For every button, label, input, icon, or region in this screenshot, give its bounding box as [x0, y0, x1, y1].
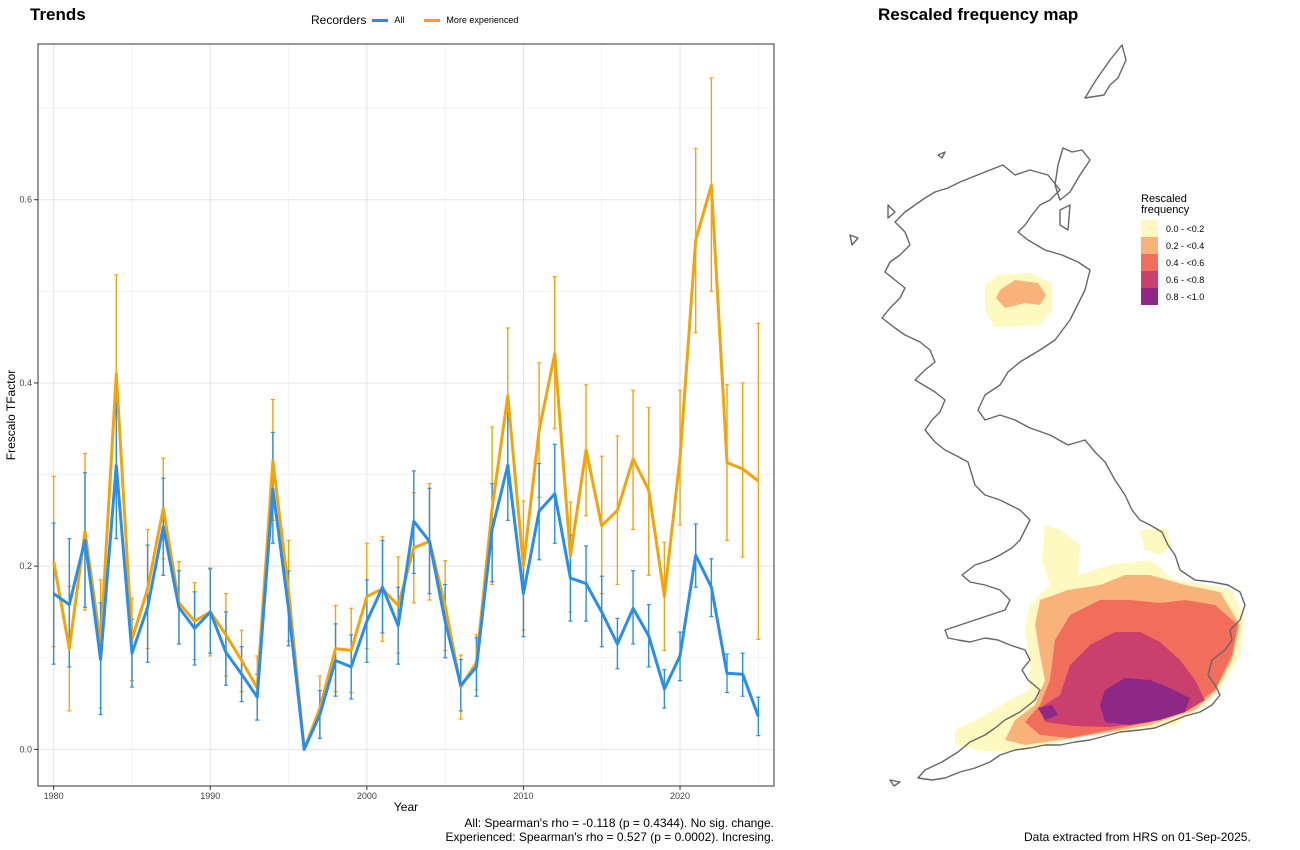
chart-grid [38, 44, 774, 786]
y-axis-title: Frescalo TFactor [4, 370, 18, 460]
chart-legend: Recorders All More experienced [311, 13, 518, 27]
x-tick-label: 2010 [513, 791, 533, 801]
series-more-experienced [51, 77, 761, 739]
map-legend-row: 0.0 - <0.2 [1141, 220, 1204, 237]
y-tick-label: 0.6 [19, 195, 32, 205]
x-tick-label: 1990 [200, 791, 220, 801]
south-west-fringe [955, 712, 1005, 748]
series-line-more-experienced [52, 183, 760, 751]
map-legend-label: 0.6 - <0.8 [1166, 274, 1205, 285]
x-tick-label: 1980 [44, 791, 64, 801]
x-axis-title: Year [394, 800, 418, 814]
legend-swatch-all [372, 18, 389, 22]
map-legend-row: 0.4 - <0.6 [1141, 254, 1204, 271]
chart-series [51, 77, 761, 751]
map-legend-swatch [1141, 271, 1158, 288]
plot-panel-border [37, 43, 775, 787]
y-tick-label: 0.2 [19, 561, 32, 571]
map-legend-label: 0.0 - <0.2 [1166, 223, 1205, 234]
map-legend-label: 0.4 - <0.6 [1166, 257, 1205, 268]
map-legend-label: 0.2 - <0.4 [1166, 240, 1205, 251]
legend-label-experienced: More experienced [446, 15, 519, 25]
legend-swatch-experienced [424, 18, 441, 22]
x-tick-label: 2020 [670, 791, 690, 801]
map-legend-row: 0.6 - <0.8 [1141, 271, 1204, 288]
east-anglia-fringe [1140, 528, 1172, 555]
map-legend-title-line1: Rescaled [1141, 193, 1187, 205]
x-tick-label: 2000 [357, 791, 377, 801]
trend-chart: 1980 1990 2000 2010 2020 0.0 0.2 0.4 0.6 Year Fr… [4, 43, 775, 814]
map-legend-swatch [1141, 254, 1158, 271]
chart-axes: 1980 1990 2000 2010 2020 0.0 0.2 0.4 0.6 [19, 195, 690, 801]
map-legend-swatch [1141, 220, 1158, 237]
map-legend: Rescaled frequency 0.0 - <0.2 0.2 - <0.4… [1141, 194, 1204, 305]
trends-title: Trends [30, 5, 86, 24]
map-legend-title-line2: frequency [1141, 204, 1190, 216]
legend-label-all: All [394, 15, 405, 25]
y-tick-label: 0.4 [19, 378, 32, 388]
series-all [51, 386, 761, 739]
southern-england-band-4 [1100, 678, 1190, 725]
dorset-hotspot [1038, 705, 1058, 720]
map-legend-row: 0.8 - <1.0 [1141, 288, 1204, 305]
map-legend-label: 0.8 - <1.0 [1166, 291, 1205, 302]
map-legend-row: 0.2 - <0.4 [1141, 237, 1204, 254]
map-frequency-layer [955, 273, 1245, 752]
data-source-note: Data extracted from HRS on 01-Sep-2025. [1024, 830, 1251, 844]
stat-experienced: Experienced: Spearman's rho = 0.527 (p =… [445, 830, 775, 844]
stat-all: All: Spearman's rho = -0.118 (p = 0.4344… [464, 816, 774, 830]
series-line-all [52, 463, 760, 751]
y-tick-label: 0.0 [19, 744, 32, 754]
map-title: Rescaled frequency map [878, 5, 1079, 24]
legend-title: Recorders [311, 13, 367, 27]
map-legend-swatch [1141, 288, 1158, 305]
gb-coastline [849, 44, 1246, 787]
frequency-map [849, 44, 1246, 787]
map-legend-swatch [1141, 237, 1158, 254]
scotland-frequency-core [996, 280, 1046, 308]
